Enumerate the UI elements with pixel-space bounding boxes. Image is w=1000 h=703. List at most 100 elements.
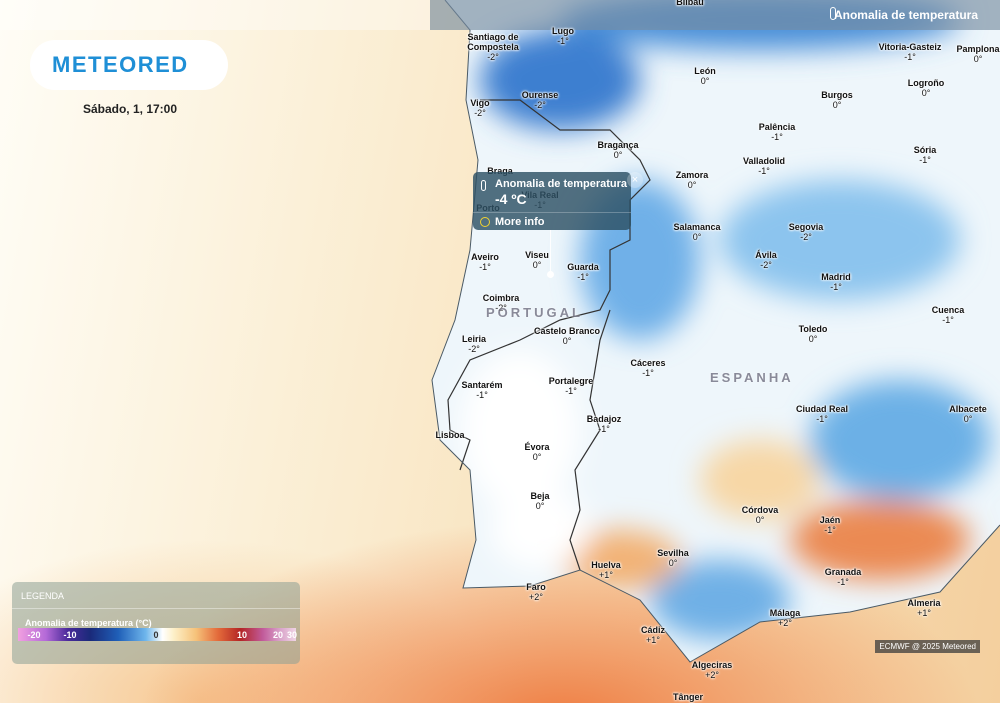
- city-anomaly: 0°: [613, 150, 623, 160]
- city-name: Bragança: [597, 140, 639, 150]
- city-name: Ávila: [755, 250, 777, 260]
- city-name: Ciudad Real: [795, 404, 849, 414]
- city-name: Portalegre: [548, 376, 594, 386]
- city-name: Algeciras: [691, 660, 733, 670]
- legend-color-bar: [18, 628, 296, 641]
- city-anomaly: +1°: [917, 608, 931, 618]
- city-label: Santiago de Compostela -2°: [451, 32, 535, 62]
- city-label: Coimbra -2°: [483, 293, 520, 313]
- city-label: Ávila -2°: [755, 250, 777, 270]
- logo[interactable]: METEORED: [30, 40, 228, 90]
- city-anomaly: 0°: [973, 54, 983, 64]
- city-name: Zamora: [675, 170, 709, 180]
- city-anomaly: 0°: [963, 414, 973, 424]
- city-name: Logroño: [907, 78, 945, 88]
- legend-tick: -20: [27, 630, 41, 640]
- thermometer-icon: [481, 180, 486, 191]
- city-label: Guarda -1°: [567, 262, 599, 282]
- city-label: Viseu 0°: [525, 250, 549, 270]
- city-label: Cáceres -1°: [630, 358, 665, 378]
- city-anomaly: -1°: [479, 262, 491, 272]
- city-name: Palência: [758, 122, 796, 132]
- city-name: Cuenca: [931, 305, 965, 315]
- popup-value: -4 ºC: [495, 191, 527, 207]
- city-label: Ciudad Real -1°: [796, 404, 848, 424]
- legend-scale-title: Anomalia de temperatura (°C): [25, 618, 152, 628]
- city-name: Santiago de Compostela: [467, 32, 519, 52]
- info-icon: [480, 217, 490, 227]
- legend-tick: -10: [63, 630, 77, 640]
- layer-bar: Anomalia de temperatura: [430, 0, 1000, 30]
- credit: ECMWF @ 2025 Meteored: [875, 640, 980, 653]
- city-label: Aveiro -1°: [471, 252, 499, 272]
- city-name: Guarda: [567, 262, 599, 272]
- city-label: Castelo Branco 0°: [534, 326, 600, 346]
- city-label: Bragança 0°: [597, 140, 638, 160]
- city-anomaly: -1°: [919, 155, 931, 165]
- city-name: Burgos: [821, 90, 853, 100]
- city-anomaly: -1°: [830, 282, 842, 292]
- city-label: Braga: [487, 166, 513, 176]
- city-anomaly: 0°: [687, 180, 697, 190]
- city-label: Albacete 0°: [949, 404, 987, 424]
- city-anomaly: -1°: [758, 166, 770, 176]
- layer-title[interactable]: Anomalia de temperatura: [833, 8, 978, 22]
- legend-tick: 10: [236, 630, 248, 640]
- city-name: Vigo: [470, 98, 490, 108]
- legend-tick: 20: [272, 630, 284, 640]
- top-bar: [0, 0, 1000, 30]
- city-label: Zamora 0°: [676, 170, 709, 190]
- divider: [12, 608, 300, 609]
- city-label: Pamplona 0°: [956, 44, 999, 64]
- city-label: Portalegre -1°: [549, 376, 594, 396]
- city-label: Málaga +2°: [770, 608, 801, 628]
- city-anomaly: -1°: [824, 525, 836, 535]
- logo-text: METEORED: [52, 52, 189, 77]
- city-label: Valladolid -1°: [743, 156, 785, 176]
- city-label: Madrid -1°: [821, 272, 851, 292]
- city-name: Castelo Branco: [533, 326, 601, 336]
- country-label: ESPANHA: [710, 370, 794, 385]
- city-anomaly: -1°: [476, 390, 488, 400]
- city-label: Sevilha 0°: [657, 548, 689, 568]
- city-label: Faro +2°: [526, 582, 546, 602]
- city-anomaly: 0°: [832, 100, 842, 110]
- city-anomaly: -2°: [474, 108, 486, 118]
- city-anomaly: -1°: [942, 315, 954, 325]
- city-name: Viseu: [525, 250, 549, 260]
- city-name: Córdova: [741, 505, 779, 515]
- city-label: Tânger: [673, 692, 703, 702]
- city-name: Coimbra: [482, 293, 520, 303]
- more-info-link[interactable]: More info: [495, 216, 545, 228]
- city-label: León 0°: [694, 66, 716, 86]
- city-label: Beja 0°: [530, 491, 549, 511]
- city-anomaly: -1°: [837, 577, 849, 587]
- city-label: Salamanca 0°: [673, 222, 720, 242]
- forecast-date: Sábado, 1, 17:00: [82, 102, 178, 116]
- popup-pin: [550, 230, 551, 274]
- city-name: Málaga: [769, 608, 801, 618]
- popup: Anomalia de temperatura -4 ºC More info …: [473, 172, 643, 230]
- city-name: Badajoz: [586, 414, 622, 424]
- city-anomaly: 0°: [755, 515, 765, 525]
- city-name: Valladolid: [742, 156, 786, 166]
- legend-title: LEGENDA: [21, 591, 65, 601]
- city-anomaly: +1°: [646, 635, 660, 645]
- close-button[interactable]: ×: [627, 172, 643, 188]
- popup-title: Anomalia de temperatura: [495, 178, 628, 190]
- city-label: Palência -1°: [759, 122, 796, 142]
- city-anomaly: +2°: [529, 592, 543, 602]
- city-label: Granada -1°: [825, 567, 862, 587]
- city-name: Faro: [526, 582, 546, 592]
- city-label: Évora 0°: [524, 442, 549, 462]
- legend-tick: 0: [153, 630, 159, 640]
- thermometer-icon: [830, 7, 836, 20]
- city-anomaly: -1°: [598, 424, 610, 434]
- city-label: Sória -1°: [914, 145, 937, 165]
- city-anomaly: +1°: [599, 570, 613, 580]
- city-anomaly: -1°: [771, 132, 783, 142]
- city-name: Braga: [487, 166, 513, 176]
- divider: [473, 212, 631, 213]
